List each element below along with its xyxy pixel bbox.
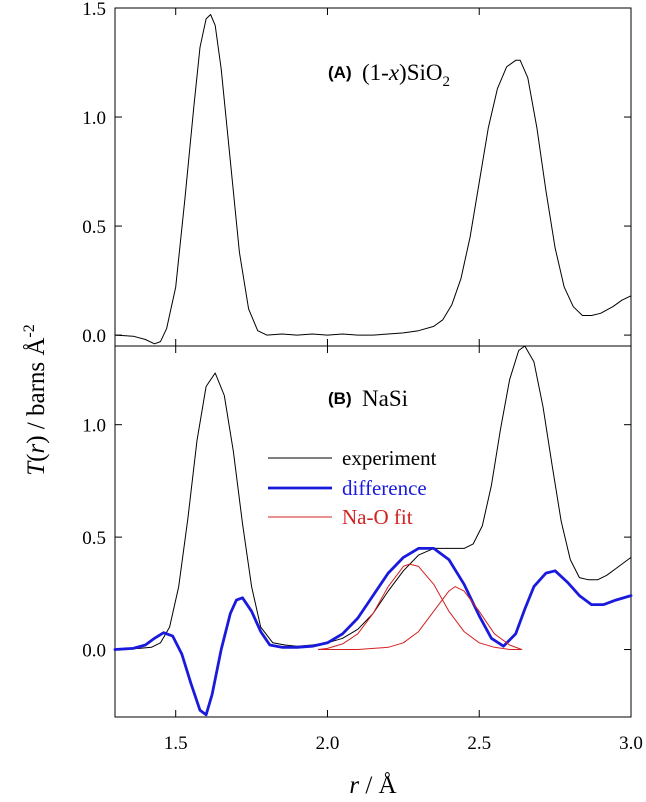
x-tick-label: 2.0 <box>316 733 340 754</box>
panel-a-frame <box>114 7 632 347</box>
panel-b-series-curve-3 <box>317 586 523 650</box>
legend-label-na-o-fit: Na-O fit <box>342 505 413 529</box>
panel-b-ytick-label: 0.0 <box>82 641 106 662</box>
panel-b-frame <box>114 345 632 718</box>
panel-b: 0.0 0.5 1.0 1.5 2.0 2.5 3.0 <box>82 345 643 754</box>
panel-a-series-curve-0 <box>114 14 632 345</box>
panel-b-series-na-o-fit <box>317 563 523 650</box>
legend: experiment difference Na-O fit <box>268 446 437 529</box>
panel-a-ytick-label: 1.0 <box>82 108 106 129</box>
x-tick-label: 3.0 <box>619 733 643 754</box>
panel-a-ytick-label: 0.0 <box>82 326 106 347</box>
panel-a-ytick-label: 1.5 <box>82 0 106 20</box>
panel-a: 0.0 0.5 1.0 1.5 <box>82 0 632 347</box>
panel-a-letter: (A) <box>328 63 352 82</box>
panel-b-ytick-label: 1.0 <box>82 416 106 437</box>
panel-b-ytick-label: 0.5 <box>82 528 106 549</box>
panel-b-series-experiment <box>114 345 632 650</box>
panel-a-title: (1-x)SiO2 <box>362 60 450 90</box>
x-tick-label: 2.5 <box>467 733 491 754</box>
legend-label-experiment: experiment <box>342 446 437 470</box>
legend-label-difference: difference <box>342 476 427 500</box>
x-tick-label: 1.5 <box>164 733 188 754</box>
x-axis-label: r / Å <box>349 772 396 799</box>
panel-b-series-difference <box>113 547 633 717</box>
panel-a-ytick-label: 0.5 <box>82 217 106 238</box>
y-axis-label: T(r) / barns Å-2 <box>21 324 50 476</box>
panel-b-letter: (B) <box>328 389 352 408</box>
panel-b-title: NaSi <box>362 386 408 411</box>
